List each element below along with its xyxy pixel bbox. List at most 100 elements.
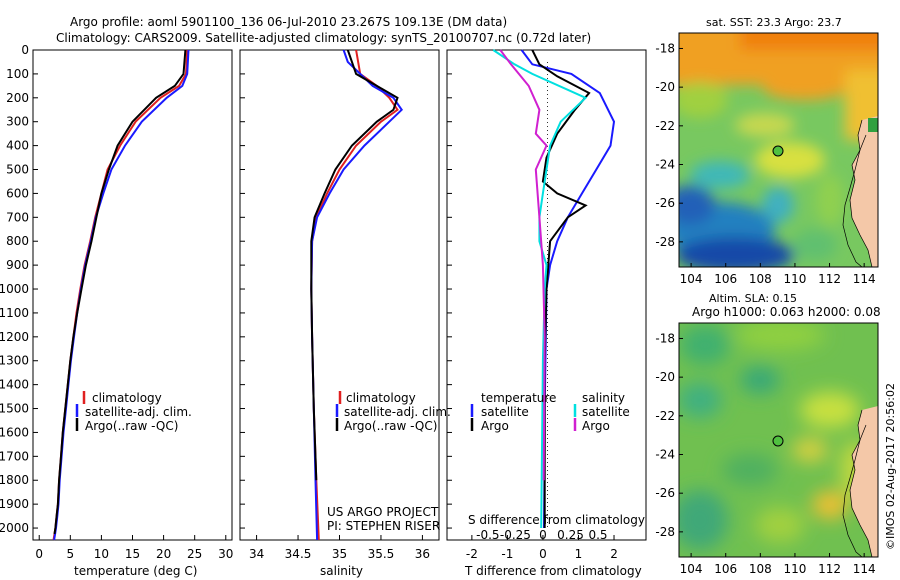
imos-stamp: ©IMOS 02-Aug-2017 20:56:02	[884, 383, 897, 550]
temperature-xlabel: temperature (deg C)	[74, 564, 197, 578]
sla-title-1: Altim. SLA: 0.15	[709, 292, 797, 305]
y-tick-label-0-3: 300	[6, 115, 29, 129]
legend-header-salinity: salinity	[582, 391, 625, 405]
x-tick-label-0-4: 20	[156, 547, 171, 561]
x-tick-label-0-5: 25	[187, 547, 202, 561]
x-tick-label-0-0: 0	[35, 547, 43, 561]
t-tick-label-1: -1	[501, 547, 513, 561]
diff-series-line-2	[492, 49, 588, 529]
s-tick-label-0: -0.5	[476, 528, 499, 542]
s-tick-label-1: -0.25	[500, 528, 531, 542]
s-tick-label-2: 0	[539, 528, 547, 542]
y-tick-label-0-0: 0	[21, 43, 29, 57]
temperature-panel: 0 5 10 15 20 25 300100200300400500600700800900…	[0, 43, 233, 578]
sal-legend-climatology: climatology	[346, 391, 416, 405]
map-x-label-0-3: 110	[783, 272, 806, 286]
map-y-label-1-0: -18	[655, 331, 675, 345]
sst-map-title: sat. SST: 23.3 Argo: 23.7	[706, 16, 842, 29]
map-x-label-1-3: 110	[783, 562, 806, 576]
diff-legend-t-satellite: satellite	[481, 405, 529, 419]
map-y-label-1-4: -26	[655, 486, 675, 500]
y-tick-label-0-16: 1600	[0, 425, 29, 439]
t-tick-label-3: 1	[575, 547, 583, 561]
legend-header-temperature: temperature	[481, 391, 556, 405]
x-tick-label-1-0: 34	[249, 547, 264, 561]
series-line-1-0	[310, 49, 399, 541]
map-y-label-0-5: -28	[655, 235, 675, 249]
t-tick-label-2: 0	[539, 547, 547, 561]
diff-legend-s-argo: Argo	[582, 419, 610, 433]
map-x-label-1-5: 114	[853, 562, 876, 576]
pi-annotation: PI: STEPHEN RISER	[327, 519, 440, 533]
diff-series-line-1	[531, 49, 591, 528]
map-x-label-0-0: 104	[680, 272, 703, 286]
map-x-label-0-1: 106	[714, 272, 737, 286]
x-tick-label-1-4: 36	[415, 547, 430, 561]
sst-field	[679, 33, 878, 267]
diff-series-line-3	[499, 49, 548, 481]
legend-satellite-adj: satellite-adj. clim.	[85, 405, 192, 419]
x-tick-label-0-2: 10	[94, 547, 109, 561]
sst-map-panel: sat. SST: 23.3 Argo: 23.7	[655, 16, 879, 286]
t-diff-xlabel: T difference from climatology	[464, 564, 642, 578]
diff-legend-s-satellite: satellite	[582, 405, 630, 419]
map-y-label-1-5: -28	[655, 525, 675, 539]
y-tick-label-0-7: 700	[6, 210, 29, 224]
map-y-label-1-2: -22	[655, 409, 675, 423]
map-x-label-1-1: 106	[714, 562, 737, 576]
series-line-0-1	[53, 49, 190, 541]
map-y-label-0-2: -22	[655, 119, 675, 133]
y-tick-label-0-9: 900	[6, 258, 29, 272]
sal-legend-satellite-adj: satellite-adj. clim.	[344, 405, 451, 419]
series-line-1-2	[310, 49, 399, 481]
title-line-1: Argo profile: aoml 5901100_136 06-Jul-20…	[70, 15, 507, 29]
y-tick-label-0-4: 400	[6, 139, 29, 153]
x-tick-label-1-3: 35.5	[368, 547, 395, 561]
s-diff-label: S difference from climatology	[468, 513, 645, 527]
s-tick-label-3: 0.25	[557, 528, 584, 542]
map-y-label-1-1: -20	[655, 370, 675, 384]
difference-panel: -2 -1 0 1 2 -0.5 -0.25 0 0.25 0.5 temperature sal…	[446, 49, 647, 578]
sst-argo-marker	[772, 145, 784, 157]
salinity-legend: climatology satellite-adj. clim. Argo(..…	[335, 391, 451, 433]
x-tick-label-0-3: 15	[125, 547, 140, 561]
legend-climatology: climatology	[92, 391, 162, 405]
y-tick-label-0-19: 1900	[0, 497, 29, 511]
y-tick-label-0-5: 500	[6, 163, 29, 177]
x-tick-label-1-1: 34.5	[285, 547, 312, 561]
map-x-label-1-2: 108	[749, 562, 772, 576]
x-tick-label-0-6: 30	[218, 547, 233, 561]
y-tick-label-0-15: 1500	[0, 402, 29, 416]
map-x-label-0-5: 114	[853, 272, 876, 286]
temperature-legend: climatology satellite-adj. clim. Argo(..…	[75, 391, 192, 433]
map-y-label-0-3: -24	[655, 158, 675, 172]
y-tick-label-0-12: 1200	[0, 330, 29, 344]
sla-argo-marker	[772, 435, 784, 447]
y-tick-label-0-8: 800	[6, 234, 29, 248]
y-tick-label-0-2: 200	[6, 91, 29, 105]
map-y-label-0-0: -18	[655, 41, 675, 55]
y-tick-label-0-14: 1400	[0, 378, 29, 392]
salinity-panel: 34 34.5 35 35.5 36 climatology satellite-adj…	[239, 49, 451, 578]
y-tick-label-0-20: 2000	[0, 521, 29, 535]
t-tick-label-0: -2	[466, 547, 478, 561]
diff-series-line-0	[520, 49, 616, 529]
map-y-label-0-4: -26	[655, 196, 675, 210]
series-line-1-1	[310, 49, 404, 541]
x-tick-label-1-2: 35	[332, 547, 347, 561]
legend-argo: Argo(..raw -QC)	[85, 419, 178, 433]
title-line-2: Climatology: CARS2009. Satellite-adjuste…	[56, 31, 591, 45]
map-x-label-1-4: 112	[818, 562, 841, 576]
s-tick-label-4: 0.5	[588, 528, 607, 542]
sla-title-2: Argo h1000: 0.063 h2000: 0.08	[692, 305, 881, 319]
y-tick-label-0-11: 1100	[0, 306, 29, 320]
map-x-label-1-0: 104	[680, 562, 703, 576]
y-tick-label-0-18: 1800	[0, 473, 29, 487]
map-x-label-0-2: 108	[749, 272, 772, 286]
t-tick-label-4: 2	[610, 547, 618, 561]
sal-legend-argo: Argo(..raw -QC)	[344, 419, 437, 433]
diff-legend-t-argo: Argo	[481, 419, 509, 433]
difference-legend: temperature salinity satellite Argo sate…	[470, 391, 630, 433]
sla-map-panel: Altim. SLA: 0.15 Argo h1000: 0.063 h2000…	[655, 292, 880, 576]
